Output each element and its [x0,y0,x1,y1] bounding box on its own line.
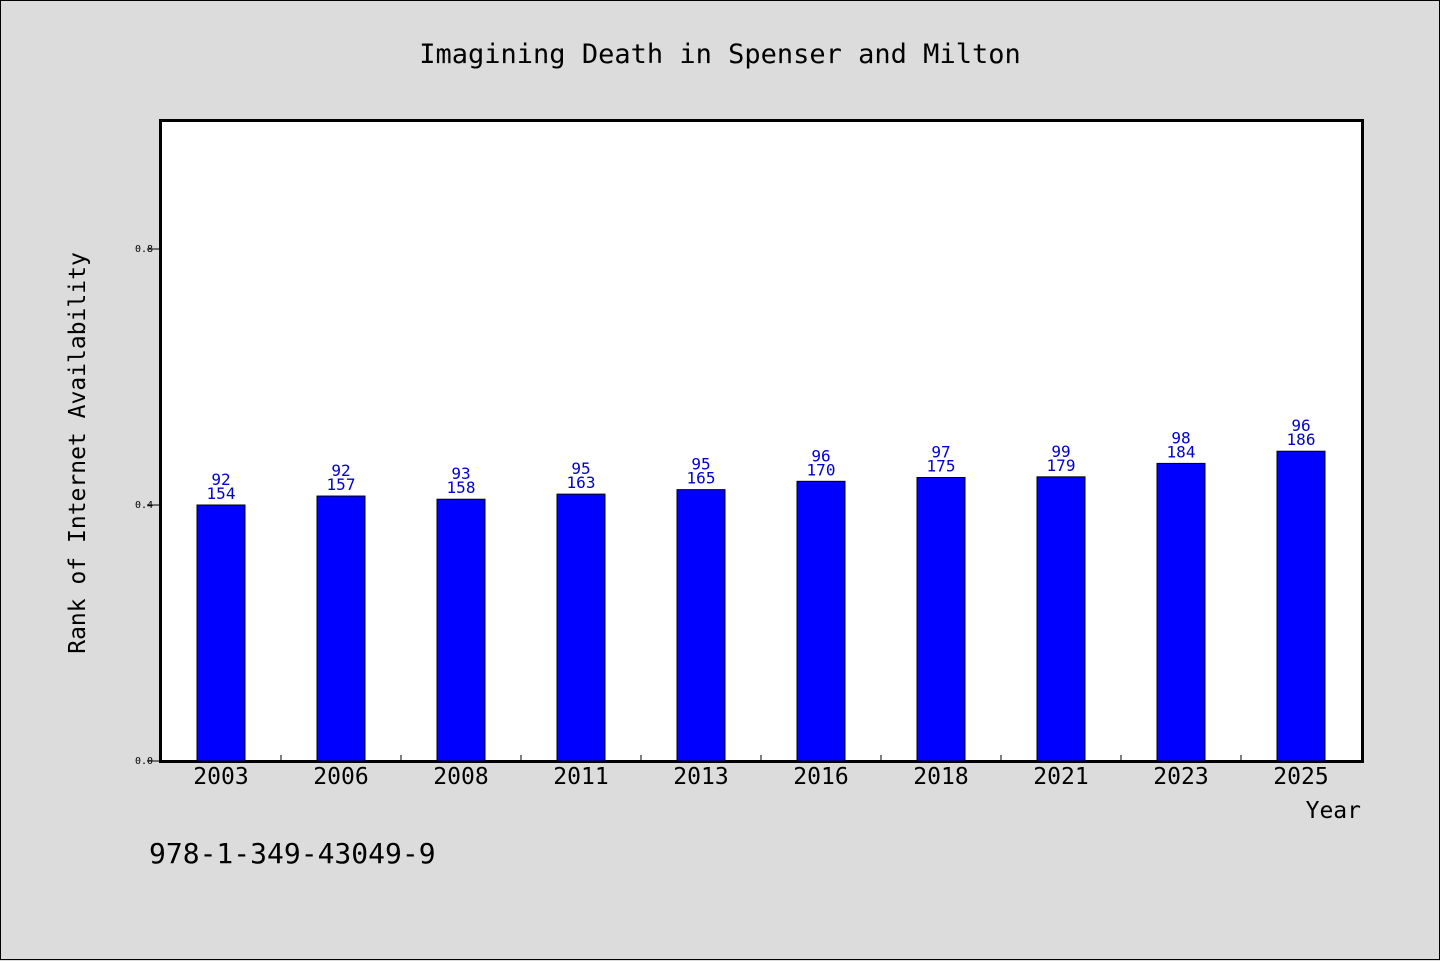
data-label-bottom-2016: 170 [807,460,836,479]
data-label-bottom-2023: 184 [1167,442,1196,461]
bars-layer [196,450,1326,762]
data-label-top-2008: 93 [451,464,470,483]
x-tick-label-2025: 2025 [1273,764,1328,790]
data-labels: 9215492157931589516395165961709717599179… [207,416,1316,503]
data-label-top-2016: 96 [811,446,830,465]
bar-2006 [316,495,366,762]
data-label-bottom-2013: 165 [687,469,716,488]
data-label-top-2023: 98 [1171,428,1190,447]
x-tick-label-2008: 2008 [433,764,488,790]
data-label-top-2018: 97 [931,442,950,461]
data-label-bottom-2008: 158 [447,478,476,497]
data-label-bottom-2018: 175 [927,456,956,475]
x-tick-label-2023: 2023 [1153,764,1208,790]
data-label-top-2006: 92 [331,461,350,480]
y-tick-label: 0.8 [135,244,153,255]
data-label-top-2011: 95 [571,459,590,478]
y-tick-label: 0.0 [135,756,153,767]
y-axis-ticks: 0.0 0.4 0.8 [135,244,161,767]
x-tick-label-2011: 2011 [553,764,608,790]
x-tick-label-2013: 2013 [673,764,728,790]
footer-isbn: 978-1-349-43049-9 [149,837,436,870]
x-tick-label-2021: 2021 [1033,764,1088,790]
bar-2016 [796,480,846,762]
x-tick-label-2003: 2003 [193,764,248,790]
bar-2013 [676,489,726,762]
data-label-bottom-2003: 154 [207,484,236,503]
bar-2018 [916,476,966,762]
data-label-bottom-2006: 157 [327,475,356,494]
bar-2003 [196,504,246,762]
data-label-bottom-2011: 163 [567,473,596,492]
data-label-top-2013: 95 [691,455,710,474]
data-label-bottom-2025: 186 [1287,430,1316,449]
x-tick-label-2006: 2006 [313,764,368,790]
y-axis-label: Rank of Internet Availability [65,252,91,654]
x-axis-ticks: 2003 2006 2008 2011 2013 2016 2018 2021 2023 2025 [193,755,1329,790]
bar-2021 [1036,476,1086,762]
x-axis-label: Year [1306,798,1361,824]
bar-2008 [436,498,486,762]
bar-2011 [556,493,606,762]
data-label-top-2021: 99 [1051,442,1070,461]
y-tick-label: 0.4 [135,500,153,511]
x-tick-label-2016: 2016 [793,764,848,790]
chart-title: Imagining Death in Spenser and Milton [419,39,1020,70]
data-label-bottom-2021: 179 [1047,456,1076,475]
x-tick-label-2018: 2018 [913,764,968,790]
data-label-top-2003: 92 [211,470,230,489]
bar-2025 [1276,450,1326,762]
bar-2023 [1156,462,1206,762]
data-label-top-2025: 96 [1291,416,1310,435]
